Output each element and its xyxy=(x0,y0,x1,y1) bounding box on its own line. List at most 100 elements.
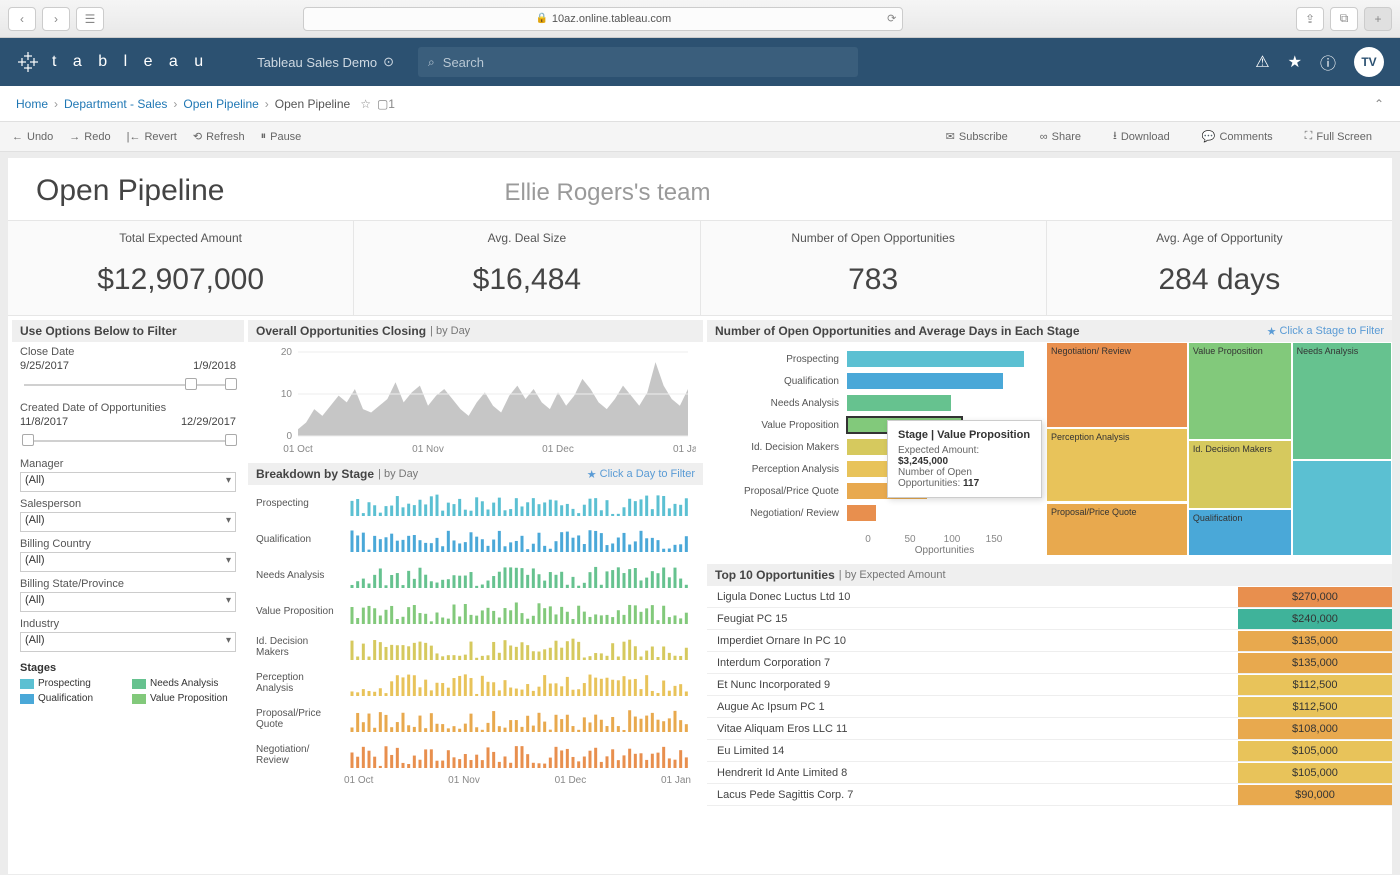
legend-item[interactable]: Prospecting xyxy=(20,678,124,689)
search-input[interactable] xyxy=(443,55,848,70)
country-dropdown[interactable]: (All) xyxy=(20,552,236,572)
undo-button[interactable]: ←Undo xyxy=(12,131,53,143)
close-date-slider[interactable] xyxy=(20,376,236,396)
stage-bar-label: Proposal/Price Quote xyxy=(707,486,847,497)
top10-row[interactable]: Feugiat PC 15$240,000 xyxy=(707,608,1392,630)
subscribe-button[interactable]: ✉Subscribe xyxy=(946,127,1008,146)
kpi-card[interactable]: Number of Open Opportunities783 xyxy=(701,221,1047,315)
kpi-card[interactable]: Avg. Age of Opportunity284 days xyxy=(1047,221,1392,315)
treemap-cell[interactable]: Proposal/Price Quote xyxy=(1046,503,1188,557)
info-icon[interactable]: ⓘ xyxy=(1320,50,1336,74)
breadcrumb-dept[interactable]: Department - Sales xyxy=(64,97,167,111)
top10-name: Et Nunc Incorporated 9 xyxy=(707,679,1238,691)
created-date-slider[interactable] xyxy=(20,432,236,452)
treemap-cell[interactable]: Id. Decision Makers xyxy=(1188,440,1292,508)
fullscreen-button[interactable]: ⛶Full Screen xyxy=(1305,127,1372,146)
salesperson-dropdown[interactable]: (All) xyxy=(20,512,236,532)
top10-row[interactable]: Lacus Pede Sagittis Corp. 7$90,000 xyxy=(707,784,1392,806)
browser-back[interactable]: ‹ xyxy=(8,7,36,31)
kpi-card[interactable]: Avg. Deal Size$16,484 xyxy=(354,221,700,315)
stage-panel-title: Number of Open Opportunities and Average… xyxy=(715,324,1080,338)
top10-row[interactable]: Eu Limited 14$105,000 xyxy=(707,740,1392,762)
top10-row[interactable]: Augue Ac Ipsum PC 1$112,500 xyxy=(707,696,1392,718)
state-label: Billing State/Province xyxy=(20,578,236,590)
breakdown-row[interactable]: Negotiation/ Review xyxy=(248,737,703,773)
browser-sidebar-icon[interactable]: ☰ xyxy=(76,7,104,31)
redo-button[interactable]: →Redo xyxy=(69,131,110,143)
legend-item[interactable]: Qualification xyxy=(20,693,124,704)
state-dropdown[interactable]: (All) xyxy=(20,592,236,612)
browser-tabs-icon[interactable]: ⧉ xyxy=(1330,7,1358,31)
share-button[interactable]: ∞Share xyxy=(1040,127,1081,146)
site-picker[interactable]: Tableau Sales Demo ⊙ xyxy=(257,54,394,70)
stage-bar[interactable] xyxy=(847,373,1003,389)
collapse-icon[interactable]: ⌃ xyxy=(1374,97,1384,111)
favorite-icon[interactable]: ★ xyxy=(1288,52,1302,72)
breakdown-row[interactable]: Proposal/Price Quote xyxy=(248,701,703,737)
url-bar[interactable]: 🔒 10az.online.tableau.com ⟳ xyxy=(303,7,903,31)
top10-row[interactable]: Interdum Corporation 7$135,000 xyxy=(707,652,1392,674)
refresh-button[interactable]: ⟲Refresh xyxy=(193,130,245,143)
stage-bar-row[interactable]: Qualification xyxy=(707,370,1042,392)
search-bar[interactable]: ⌕ xyxy=(418,47,858,77)
breakdown-row[interactable]: Prospecting xyxy=(248,485,703,521)
top10-row[interactable]: Vitae Aliquam Eros LLC 11$108,000 xyxy=(707,718,1392,740)
top10-value: $90,000 xyxy=(1238,785,1392,805)
treemap-cell[interactable]: Needs Analysis xyxy=(1292,342,1392,460)
breakdown-row[interactable]: Id. Decision Makers xyxy=(248,629,703,665)
user-avatar[interactable]: TV xyxy=(1354,47,1384,77)
top10-row[interactable]: Ligula Donec Luctus Ltd 10$270,000 xyxy=(707,586,1392,608)
top10-name: Feugiat PC 15 xyxy=(707,613,1238,625)
revert-button[interactable]: |←Revert xyxy=(127,131,177,143)
stage-bar[interactable] xyxy=(847,505,876,521)
top10-table[interactable]: Ligula Donec Luctus Ltd 10$270,000Feugia… xyxy=(707,586,1392,806)
comments-button[interactable]: 💬Comments xyxy=(1202,127,1273,146)
top10-value: $112,500 xyxy=(1238,697,1392,717)
stage-bar[interactable] xyxy=(847,395,951,411)
breadcrumb-home[interactable]: Home xyxy=(16,97,48,111)
legend-label: Qualification xyxy=(38,693,93,704)
reload-icon[interactable]: ⟳ xyxy=(887,12,896,25)
overall-chart[interactable]: 2010001 Oct01 Nov01 Dec01 Jan xyxy=(248,342,703,463)
alert-icon[interactable]: ⚠ xyxy=(1255,52,1269,72)
download-button[interactable]: ⭳Download xyxy=(1113,127,1170,146)
legend-item[interactable]: Needs Analysis xyxy=(132,678,236,689)
treemap-cell[interactable]: Value Proposition xyxy=(1188,342,1292,440)
treemap-cell[interactable]: Qualification xyxy=(1188,509,1292,556)
stage-bar-row[interactable]: Negotiation/ Review xyxy=(707,502,1042,524)
chevron-down-icon: ⊙ xyxy=(383,54,394,70)
breakdown-row[interactable]: Perception Analysis xyxy=(248,665,703,701)
browser-share-icon[interactable]: ⇪ xyxy=(1296,7,1324,31)
top10-name: Imperdiet Ornare In PC 10 xyxy=(707,635,1238,647)
stage-bar-row[interactable]: Prospecting xyxy=(707,348,1042,370)
browser-newtab-icon[interactable]: + xyxy=(1364,7,1392,31)
star-icon[interactable]: ☆ xyxy=(360,97,371,111)
stage-bar-label: Id. Decision Makers xyxy=(707,442,847,453)
top10-value: $105,000 xyxy=(1238,741,1392,761)
treemap-cell[interactable]: Negotiation/ Review xyxy=(1046,342,1188,428)
stage-bar[interactable] xyxy=(847,351,1024,367)
breakdown-row[interactable]: Value Proposition xyxy=(248,593,703,629)
stage-bars-panel[interactable]: ProspectingQualificationNeeds AnalysisVa… xyxy=(707,342,1042,560)
kpi-card[interactable]: Total Expected Amount$12,907,000 xyxy=(8,221,354,315)
breadcrumb-wb[interactable]: Open Pipeline xyxy=(183,97,258,111)
treemap-cell[interactable] xyxy=(1292,460,1392,556)
manager-dropdown[interactable]: (All) xyxy=(20,472,236,492)
treemap-cell[interactable]: Perception Analysis xyxy=(1046,428,1188,503)
top10-row[interactable]: Imperdiet Ornare In PC 10$135,000 xyxy=(707,630,1392,652)
breakdown-row[interactable]: Needs Analysis xyxy=(248,557,703,593)
tableau-logo[interactable]: t a b l e a u xyxy=(16,50,209,74)
pause-button[interactable]: ⏸Pause xyxy=(261,130,302,143)
breakdown-chart[interactable]: Prospecting QualificationNeeds AnalysisVa… xyxy=(248,485,703,786)
treemap[interactable]: Negotiation/ ReviewPerception AnalysisPr… xyxy=(1046,342,1392,556)
redo-icon: → xyxy=(69,131,80,143)
stage-bar-row[interactable]: Needs Analysis xyxy=(707,392,1042,414)
browser-forward[interactable]: › xyxy=(42,7,70,31)
views-icon[interactable]: ▢1 xyxy=(377,97,395,111)
legend-item[interactable]: Value Proposition xyxy=(132,693,236,704)
industry-dropdown[interactable]: (All) xyxy=(20,632,236,652)
breakdown-row[interactable]: Qualification xyxy=(248,521,703,557)
top10-row[interactable]: Hendrerit Id Ante Limited 8$105,000 xyxy=(707,762,1392,784)
top10-row[interactable]: Et Nunc Incorporated 9$112,500 xyxy=(707,674,1392,696)
breakdown-row-label: Prospecting xyxy=(248,498,340,509)
